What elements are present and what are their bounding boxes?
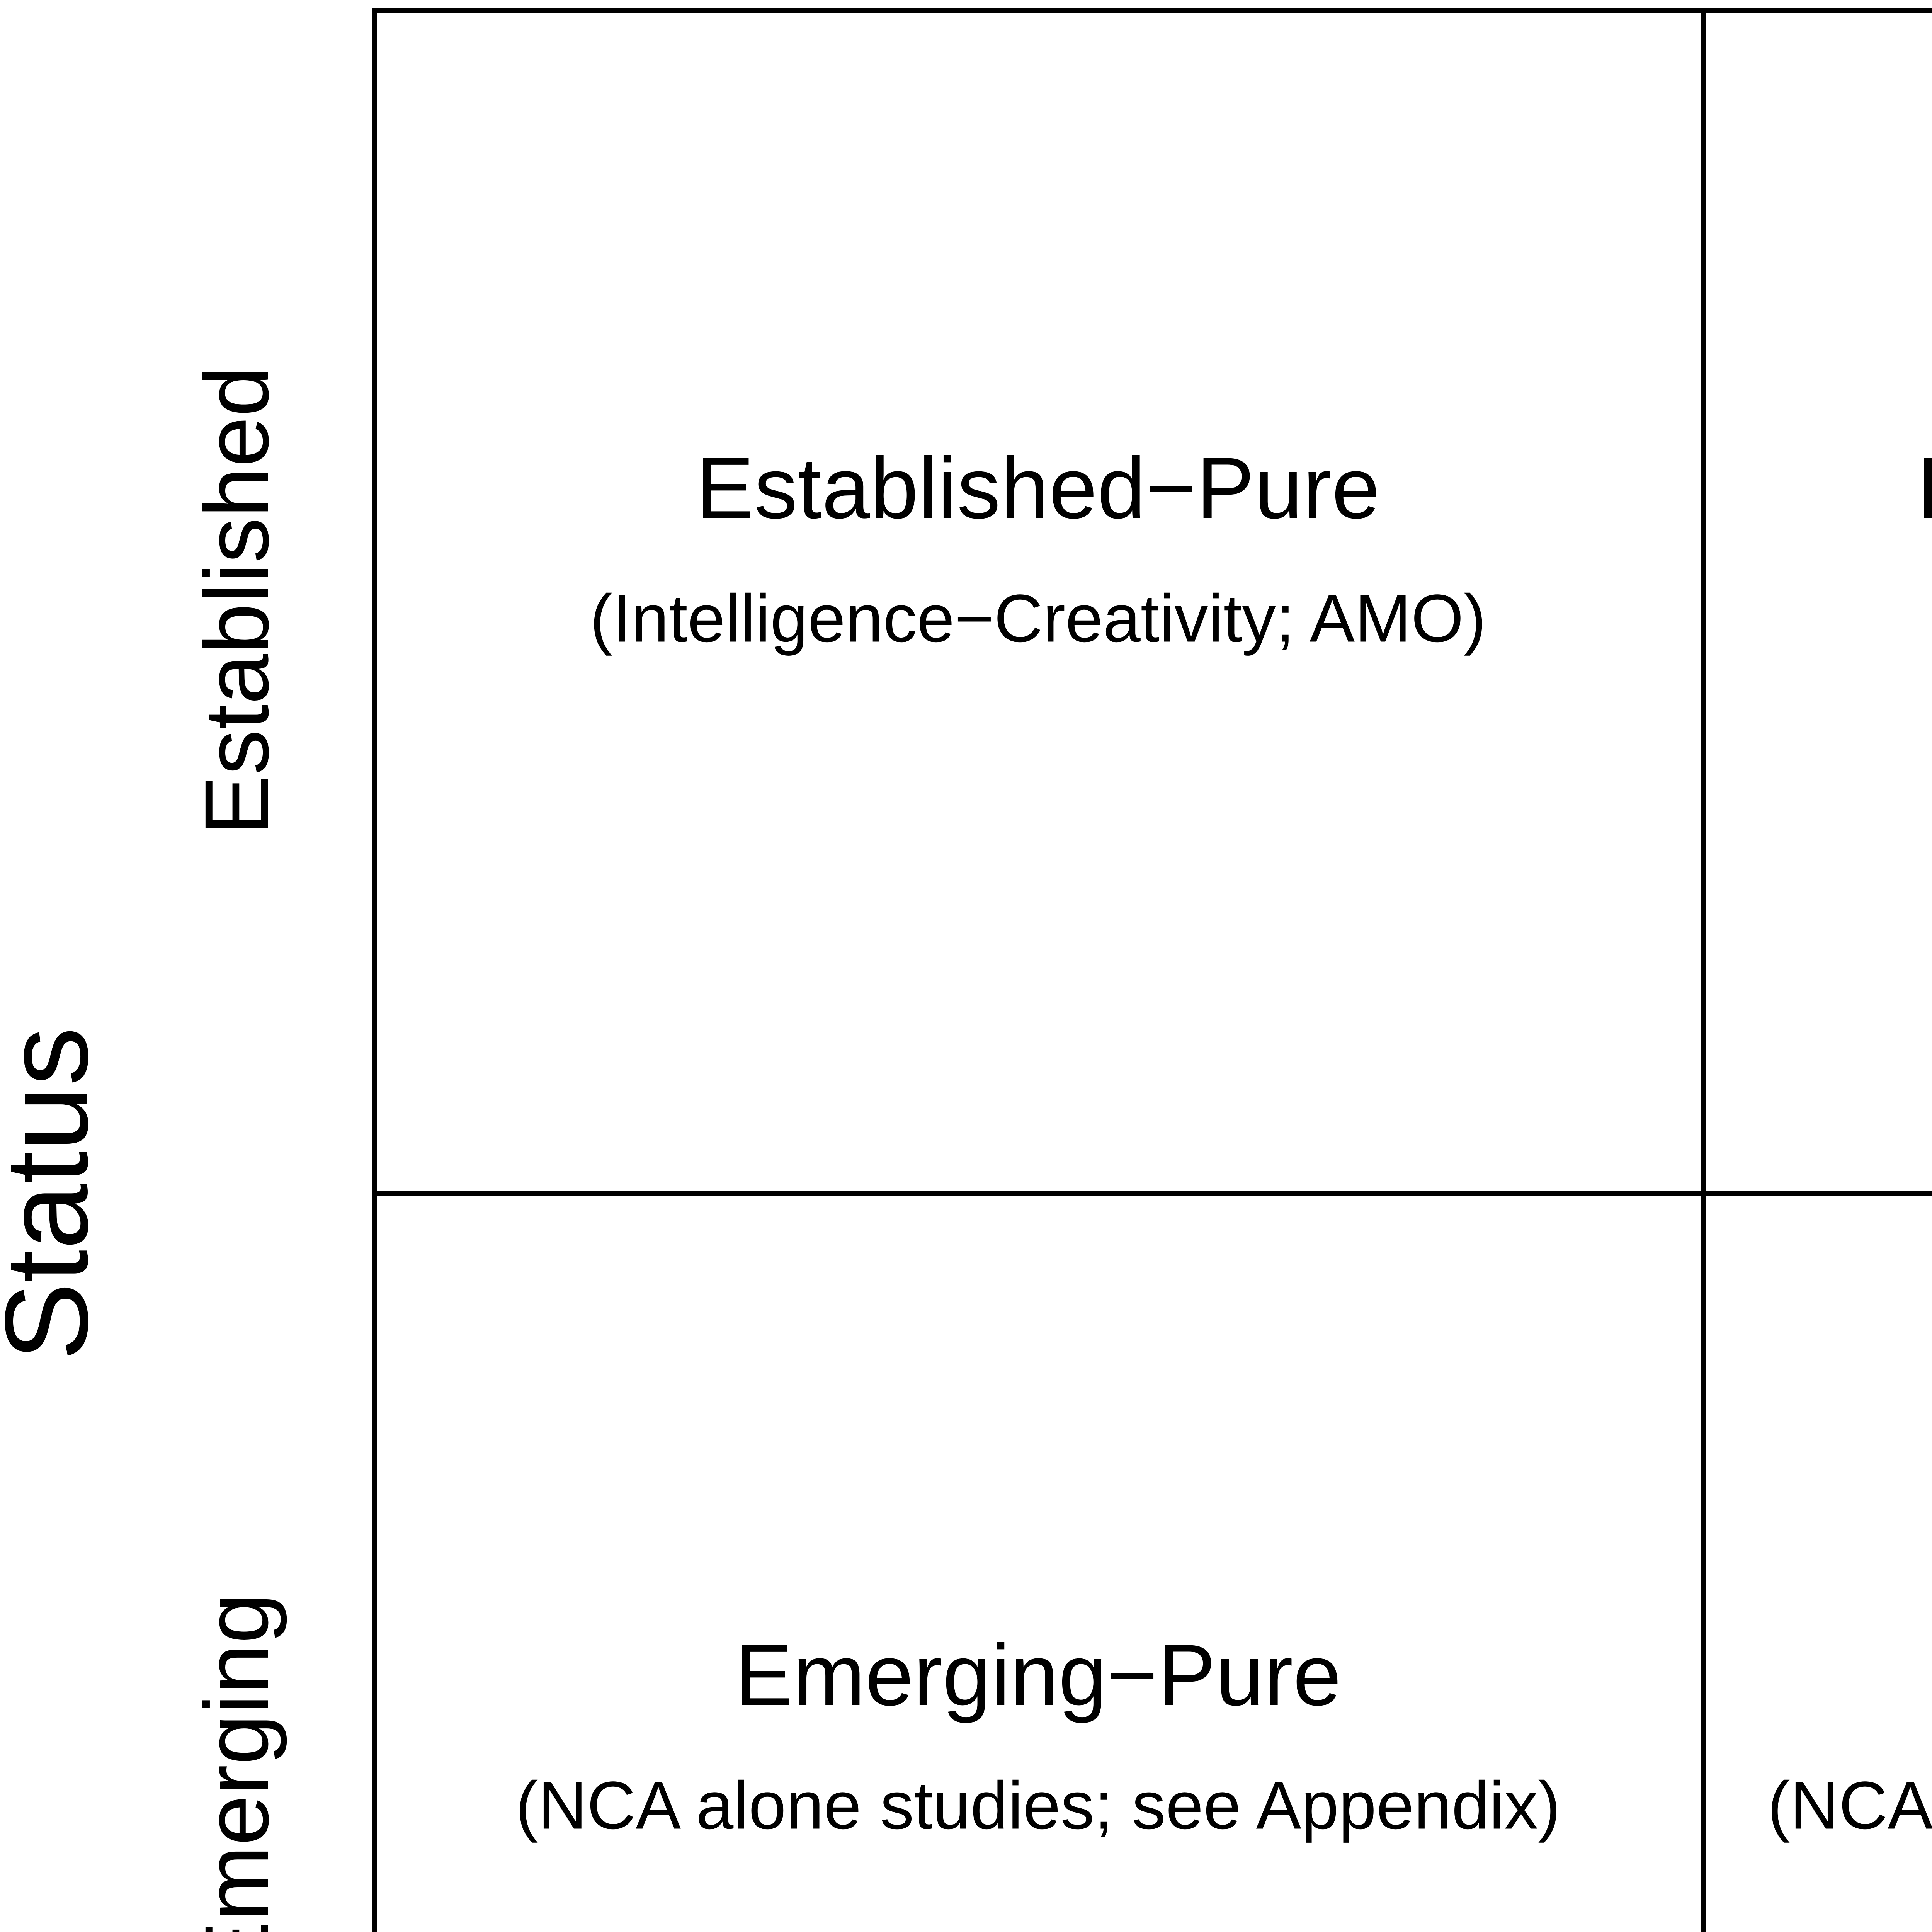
quadrant-subtitle: (NCA−regression studies; see Appendix) [1767,1768,1932,1844]
quadrant-subtitle: (NCA alone studies; see Appendix) [515,1768,1561,1844]
quadrant-subtitle: (Intelligence−Creativity; AMO) [590,581,1486,656]
quadrant-title: Established−Pure [696,439,1380,537]
plot-border [372,8,1932,1932]
quadrant-established-embedded: Established−Embedded (TPB, TAM, SDT) [1704,8,1932,1194]
horizontal-divider-line [372,1191,1932,1196]
vertical-divider-line [1701,8,1706,1932]
quadrant-established-pure: Established−Pure (Intelligence−Creativit… [372,8,1704,1194]
y-axis-tick-established: Established [185,366,287,836]
y-axis-tick-emerging: Emerging [185,1593,287,1932]
quadrant-title: Emerging−Pure [735,1626,1342,1724]
y-axis-title: Status [0,1027,112,1361]
quadrant-title: Established−Embedded [1917,444,1932,532]
quadrant-emerging-pure: Emerging−Pure (NCA alone studies; see Ap… [372,1194,1704,1932]
quadrant-emerging-embedded: Emerging−Embedded (NCA−regression studie… [1704,1194,1932,1932]
